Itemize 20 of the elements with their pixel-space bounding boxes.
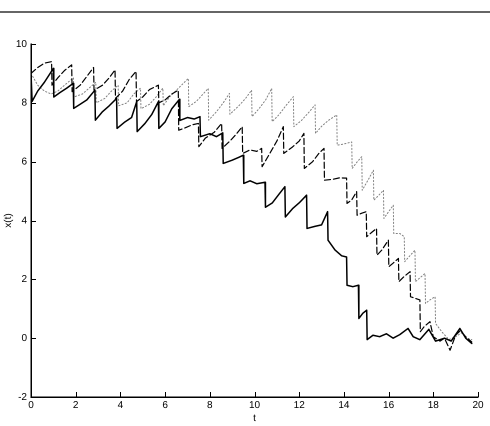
x-tick-label: 16 bbox=[383, 400, 395, 411]
x-axis-title: t bbox=[253, 412, 256, 424]
x-tick-label: 20 bbox=[472, 400, 484, 411]
y-tick-label: 2 bbox=[21, 274, 28, 286]
y-tick-label: 6 bbox=[21, 156, 28, 168]
x-tick-label: 4 bbox=[118, 400, 124, 411]
x-tick-label: 6 bbox=[162, 400, 168, 411]
x-tick-label: 10 bbox=[248, 400, 260, 411]
y-tick-label: 8 bbox=[21, 98, 28, 109]
x-tick-label: 8 bbox=[207, 400, 214, 411]
y-axis-title: x(t) bbox=[2, 213, 14, 228]
y-tick-label: 0 bbox=[21, 332, 28, 344]
x-tick-label: 2 bbox=[72, 400, 79, 411]
x-tick-label: 12 bbox=[294, 400, 306, 411]
x-tick-label: 14 bbox=[338, 400, 350, 411]
y-tick-label: -2 bbox=[18, 392, 28, 403]
x-tick-label: 18 bbox=[428, 400, 440, 411]
x-tick-label: 0 bbox=[28, 400, 34, 411]
y-tick-label: 10 bbox=[16, 38, 28, 50]
y-tick-label: 4 bbox=[21, 215, 28, 226]
